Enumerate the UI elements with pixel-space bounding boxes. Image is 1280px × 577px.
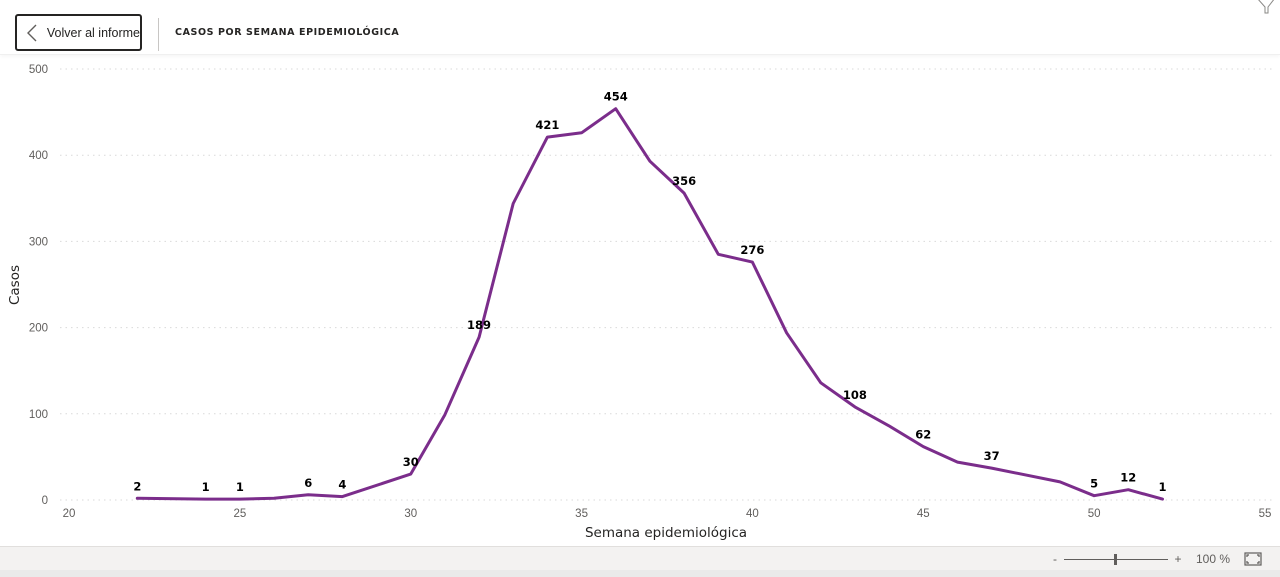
data-label: 1 [236,480,244,494]
y-tick-label: 500 [29,64,48,76]
data-label: 4 [338,478,346,492]
zoom-level: 100 % [1196,551,1231,566]
zoom-slider-thumb[interactable] [1114,553,1117,565]
y-tick-label: 200 [29,323,48,335]
data-label: 62 [915,428,931,442]
x-tick-label: 25 [233,508,246,520]
data-label: 454 [604,90,628,104]
fit-to-page-icon[interactable] [1244,551,1262,566]
back-to-report-button[interactable]: Volver al informe [15,14,142,51]
data-label: 421 [535,118,559,132]
zoom-out-button[interactable]: - [1053,551,1057,566]
data-label: 37 [984,449,1000,463]
data-label: 108 [843,388,867,402]
data-label: 5 [1090,477,1098,491]
x-tick-label: 40 [746,508,759,520]
zoom-slider[interactable] [1064,553,1168,565]
x-tick-label: 30 [404,508,417,520]
data-label: 189 [467,318,491,332]
bottom-strip [0,570,1280,577]
data-label: 30 [403,455,419,469]
filter-icon[interactable] [1256,0,1276,14]
visual-header: Volver al informe CASOS POR SEMANA EPIDE… [0,0,1280,55]
data-label: 12 [1120,471,1136,485]
x-axis-title: Semana epidemiológica [585,525,747,541]
y-tick-label: 400 [29,150,48,162]
data-label: 6 [304,476,312,490]
line-chart: 0 100 200 300 400 500 20 25 30 35 40 45 50 55 Semana e… [0,55,1280,545]
x-tick-label: 45 [917,508,930,520]
x-tick-label: 35 [575,508,588,520]
x-tick-label: 50 [1088,508,1101,520]
data-label: 356 [672,174,696,188]
data-label: 276 [740,243,764,257]
zoom-control: - + 100 % [1050,547,1280,570]
y-tick-label: 300 [29,236,48,248]
data-label: 2 [133,479,141,493]
data-label: 1 [202,480,210,494]
status-bar: - + 100 % [0,546,1280,571]
y-tick-label: 100 [29,409,48,421]
zoom-in-button[interactable]: + [1174,551,1182,566]
x-tick-label: 55 [1259,508,1272,520]
series-line[interactable] [135,107,1164,501]
visual-title: CASOS POR SEMANA EPIDEMIOLÓGICA [175,27,400,38]
header-divider [158,18,159,51]
y-axis-title: Casos [7,265,23,305]
y-tick-label: 0 [42,495,48,507]
back-button-label: Volver al informe [46,25,140,40]
x-tick-label: 20 [63,508,76,520]
data-label: 1 [1158,480,1166,494]
chevron-left-icon [19,24,45,42]
